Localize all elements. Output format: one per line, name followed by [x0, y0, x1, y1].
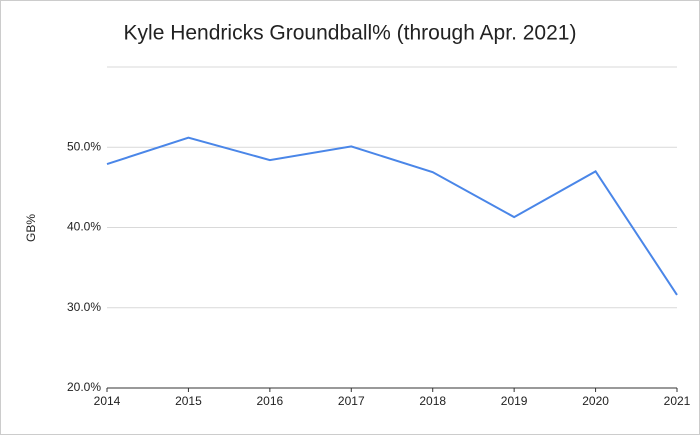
x-tick-label: 2018: [419, 394, 446, 408]
y-tick-label: 30.0%: [67, 300, 101, 314]
x-tick-label: 2014: [94, 394, 121, 408]
y-tick-label: 40.0%: [67, 220, 101, 234]
x-tick-label: 2019: [501, 394, 528, 408]
x-tick-label: 2020: [582, 394, 609, 408]
series-line: [106, 136, 678, 296]
x-tick-label: 2015: [175, 394, 202, 408]
y-tick-label: 20.0%: [67, 380, 101, 394]
y-tick-label: 50.0%: [67, 139, 101, 153]
y-axis-label: GB%: [24, 214, 38, 242]
x-tick-label: 2017: [338, 394, 365, 408]
x-tick-label: 2021: [664, 394, 691, 408]
chart-title: Kyle Hendricks Groundball% (through Apr.…: [124, 22, 577, 45]
x-tick-label: 2016: [257, 394, 284, 408]
